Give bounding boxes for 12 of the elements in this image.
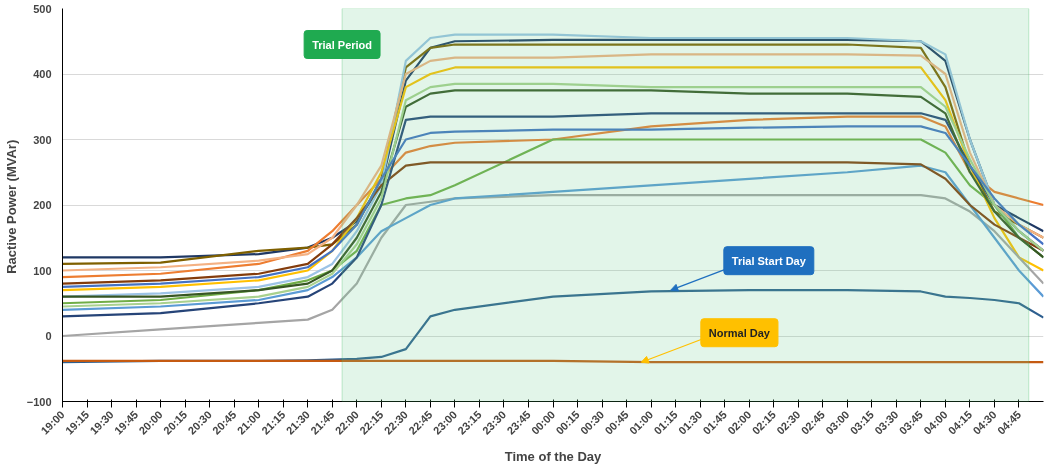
y-tick-label: 500 [33, 2, 52, 15]
band-label: Trial Period [312, 38, 373, 51]
y-tick-label: 0 [45, 330, 52, 342]
y-tick-label: 400 [33, 68, 52, 80]
y-axis-title: Ractive Power (MVAr) [3, 139, 19, 274]
x-axis-title: Time of the Day [504, 448, 603, 464]
y-tick-label: 100 [33, 264, 52, 277]
y-tick-label: 200 [33, 199, 52, 211]
y-tick-label: −100 [26, 395, 52, 408]
annotation: Normal Day [708, 326, 771, 339]
y-tick-label: 300 [33, 133, 52, 146]
annotation: Trial Start Day [731, 254, 807, 267]
